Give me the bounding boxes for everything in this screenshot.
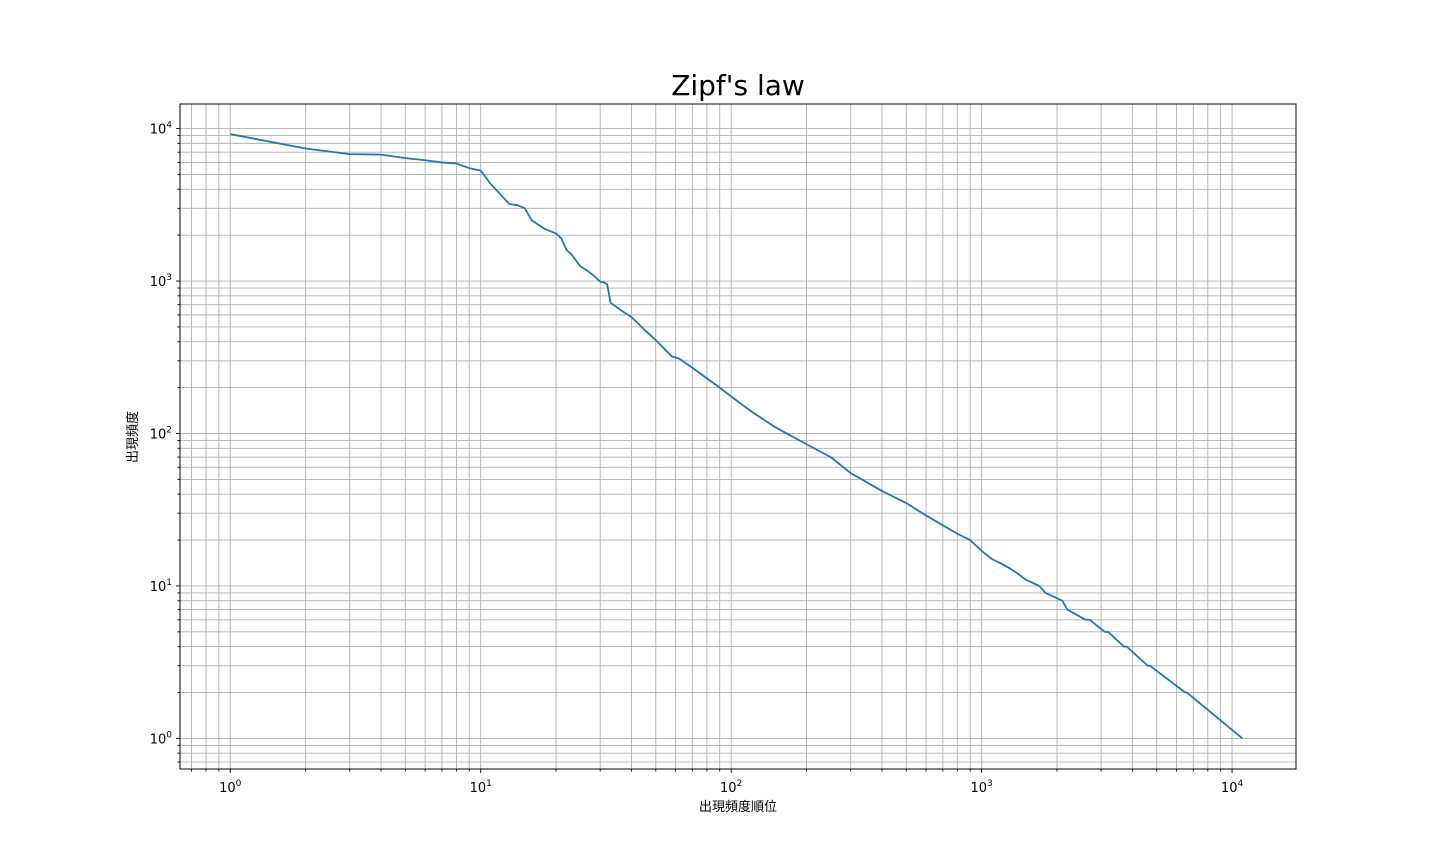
chart-title: Zipf's law xyxy=(671,69,805,102)
x-tick-exponent: 0 xyxy=(236,779,242,789)
x-tick-label: 102 xyxy=(720,779,742,796)
x-tick-exponent: 4 xyxy=(1237,779,1243,789)
x-tick-base: 10 xyxy=(970,781,987,796)
y-tick-exponent: 1 xyxy=(166,578,172,588)
y-tick-base: 10 xyxy=(150,275,167,290)
x-tick-exponent: 2 xyxy=(737,779,743,789)
y-tick-label: 101 xyxy=(150,578,172,595)
y-tick-base: 10 xyxy=(150,580,167,595)
x-axis-label: 出現頻度順位 xyxy=(699,799,777,815)
x-tick-label: 103 xyxy=(970,779,992,796)
x-tick-label: 104 xyxy=(1221,779,1244,796)
y-tick-base: 10 xyxy=(150,428,167,443)
x-tick-exponent: 1 xyxy=(486,779,492,789)
y-tick-label: 103 xyxy=(150,273,172,290)
y-tick-exponent: 3 xyxy=(166,273,172,283)
y-tick-label: 102 xyxy=(150,426,172,443)
x-tick-label: 101 xyxy=(470,779,492,796)
grid xyxy=(180,104,1296,769)
y-tick-label: 100 xyxy=(150,730,173,747)
x-tick-base: 10 xyxy=(1221,781,1238,796)
y-tick-base: 10 xyxy=(150,123,167,138)
plot-area xyxy=(230,133,1244,740)
plot-frame xyxy=(179,103,1297,770)
y-axis-label: 出現頻度 xyxy=(125,411,141,463)
x-axis: 100 101 102 103 104 xyxy=(191,769,1243,796)
x-tick-label: 100 xyxy=(219,779,242,796)
x-tick-base: 10 xyxy=(470,781,487,796)
y-tick-exponent: 2 xyxy=(166,426,172,436)
x-tick-base: 10 xyxy=(720,781,737,796)
series-line xyxy=(230,133,1244,740)
x-tick-base: 10 xyxy=(219,781,236,796)
x-tick-exponent: 3 xyxy=(987,779,993,789)
y-tick-base: 10 xyxy=(150,732,167,747)
y-tick-exponent: 4 xyxy=(166,121,172,131)
y-tick-label: 104 xyxy=(150,121,173,138)
y-tick-exponent: 0 xyxy=(166,730,172,740)
